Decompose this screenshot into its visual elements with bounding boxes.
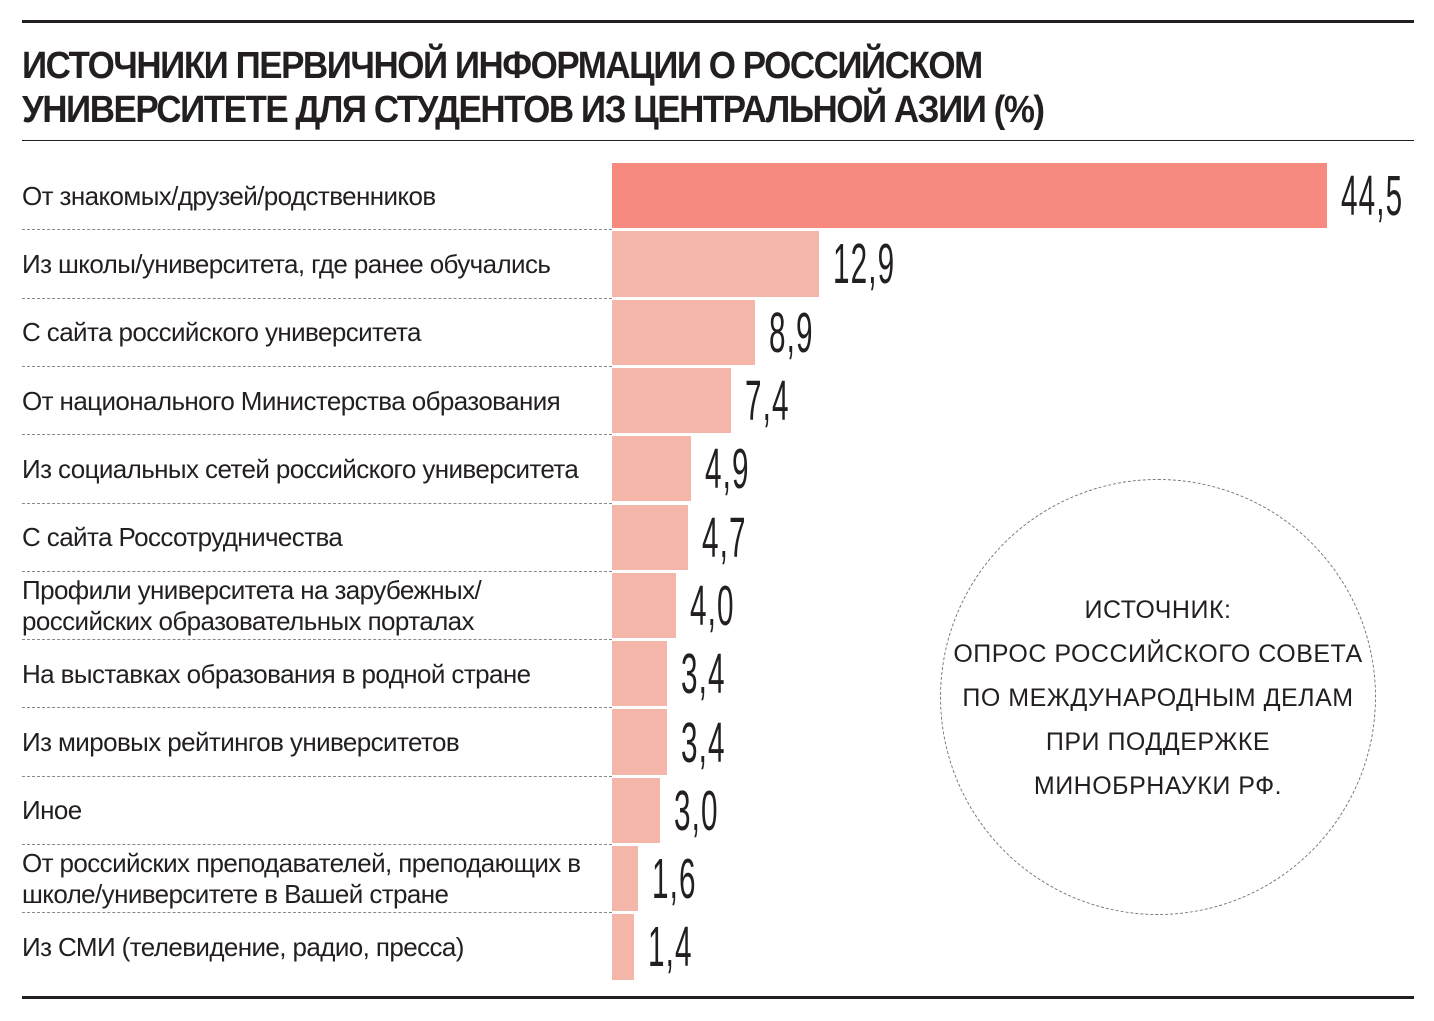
value-label: 3,0 [674,779,719,843]
value-label: 1,6 [651,847,697,911]
bar [612,436,691,502]
top-rule [22,20,1414,23]
bar [612,709,667,775]
row-separator [22,639,612,641]
category-label: Иное [22,795,82,826]
source-text: ИСТОЧНИК: [1084,596,1232,624]
row-separator [22,434,612,436]
category-label: Из социальных сетей российского универси… [22,453,579,484]
category-label: Из школы/университета, где ранее обучали… [22,248,551,279]
source-text: МИНОБРНАУКИ РФ. [1033,772,1283,800]
source-text: ПРИ ПОДДЕРЖКЕ [1045,728,1271,756]
value-label: 7,4 [744,369,790,433]
source-text: ОПРОС РОССИЙСКОГО СОВЕТА [953,640,1363,668]
category-label: От национального Министерства образовани… [22,385,561,416]
value-label: 3,4 [680,711,726,775]
value-label: 1,4 [648,915,694,979]
bar [612,299,755,365]
value-label: 4,0 [690,574,735,638]
bar [612,846,638,912]
row-separator [22,570,612,572]
value-label: 44,5 [1341,164,1404,228]
category-label: Из мировых рейтингов университетов [22,727,460,758]
value-label: 3,4 [680,642,726,706]
value-label: 4,9 [704,437,750,501]
bar [612,231,820,297]
category-label: Из СМИ (телевидение, радио, пресса) [22,931,464,962]
row-separator [22,365,612,367]
source-text: ПО МЕЖДУНАРОДНЫМ ДЕЛАМ [962,684,1354,712]
source-circle [940,479,1376,915]
bar [612,367,731,434]
value-label: 8,9 [769,301,814,365]
bar [612,504,688,570]
row-separator [22,912,612,914]
row-separator [22,297,612,299]
category-label: От российских преподавателей, преподающи… [22,848,581,910]
bar [612,641,667,707]
bar [612,163,1327,229]
title-rule [22,140,1414,141]
bar [612,914,635,980]
row-separator [22,502,612,504]
row-separator [22,775,612,777]
category-label: Профили университета на зарубежных/ росс… [22,574,482,636]
row-separator [22,229,612,231]
bar [612,777,661,843]
category-label: От знакомых/друзей/родственников [22,180,436,211]
category-label: На выставках образования в родной стране [22,658,531,689]
value-label: 12,9 [833,232,896,296]
row-separator [22,844,612,845]
bottom-rule [22,996,1414,999]
bar [612,572,677,639]
category-label: С сайта российского университета [22,317,422,348]
chart-title: ИСТОЧНИКИ ПЕРВИЧНОЙ ИНФОРМАЦИИ О РОССИЙС… [22,45,1045,131]
value-label: 4,7 [701,506,747,570]
category-label: С сайта Россотрудничества [22,522,343,553]
row-separator [22,707,612,709]
